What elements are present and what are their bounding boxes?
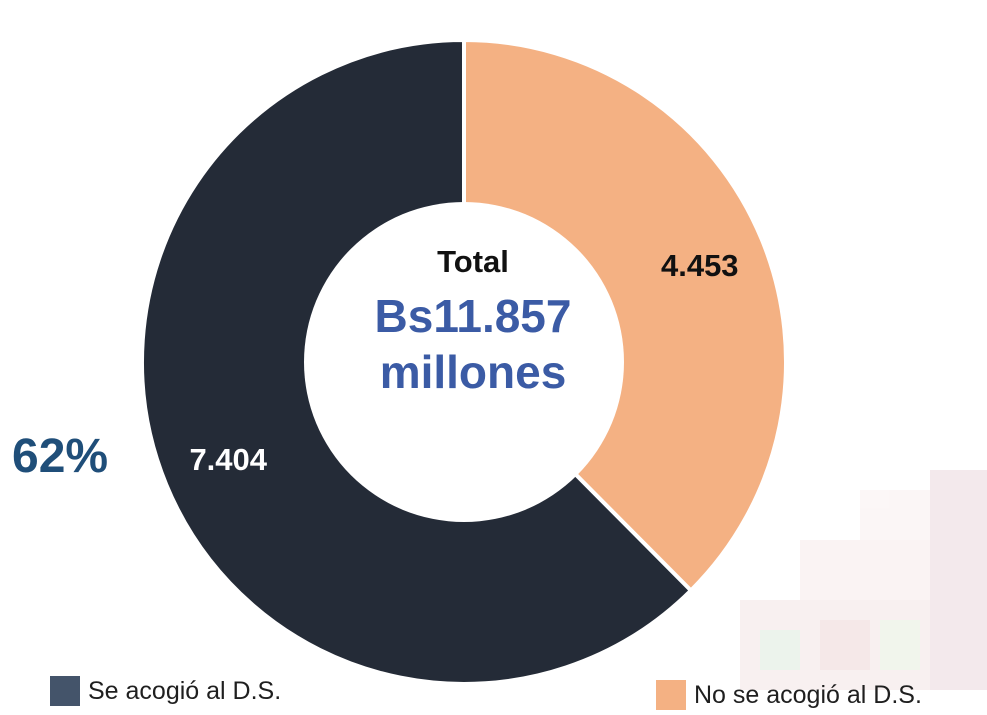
- legend-label-se-acogio: Se acogió al D.S.: [88, 676, 282, 705]
- slice-value-label-0: 4.453: [661, 248, 739, 283]
- center-total-label: Total: [437, 244, 509, 279]
- legend-item-se-acogio: Se acogió al D.S.: [50, 676, 281, 706]
- slice-value-label-1: 7.404: [189, 442, 267, 477]
- donut-slice-0: [462, 37, 788, 594]
- legend-item-no-se-acogio: No se acogió al D.S.: [656, 680, 922, 710]
- slice-value-labels: 4.453 7.404: [189, 248, 738, 477]
- center-amount-label: Bs11.857: [375, 290, 572, 342]
- legend-swatch-se-acogio: [50, 676, 80, 706]
- legend-label-no-se-acogio: No se acogió al D.S.: [694, 680, 922, 709]
- donut-hole: [304, 202, 624, 522]
- percentage-callout: 62%: [12, 430, 108, 483]
- legend-swatch-no-se-acogio: [656, 680, 686, 710]
- center-unit-label: millones: [380, 346, 567, 398]
